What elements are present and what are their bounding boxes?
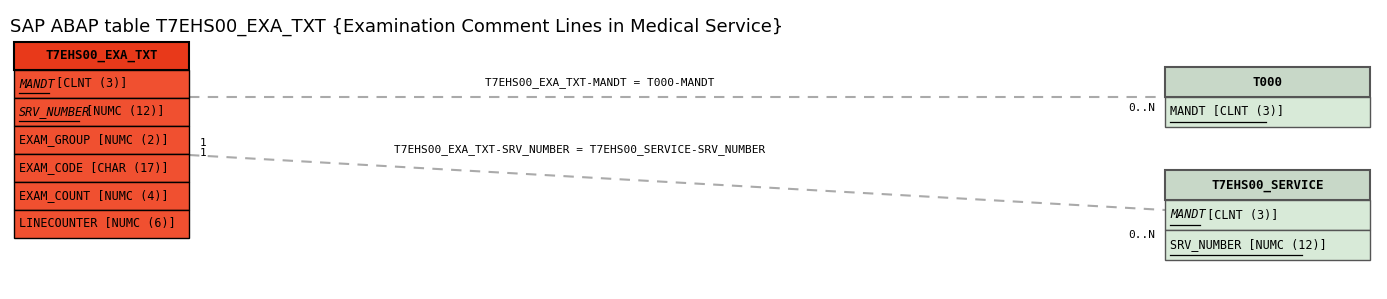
Text: T7EHS00_SERVICE: T7EHS00_SERVICE <box>1211 179 1323 191</box>
Text: 0..N: 0..N <box>1128 103 1155 113</box>
Bar <box>14 210 189 238</box>
Text: SRV_NUMBER: SRV_NUMBER <box>19 106 90 118</box>
Bar <box>14 70 189 98</box>
Text: 0..N: 0..N <box>1128 230 1155 240</box>
Text: EXAM_COUNT [NUMC (4)]: EXAM_COUNT [NUMC (4)] <box>19 190 169 202</box>
Text: MANDT [CLNT (3)]: MANDT [CLNT (3)] <box>1171 106 1284 118</box>
Text: T000: T000 <box>1252 76 1283 89</box>
Text: T7EHS00_EXA_TXT-SRV_NUMBER = T7EHS00_SERVICE-SRV_NUMBER: T7EHS00_EXA_TXT-SRV_NUMBER = T7EHS00_SER… <box>394 144 766 155</box>
Text: SRV_NUMBER [NUMC (12)]: SRV_NUMBER [NUMC (12)] <box>1171 239 1327 251</box>
Text: LINECOUNTER [NUMC (6)]: LINECOUNTER [NUMC (6)] <box>19 217 176 231</box>
Text: [NUMC (12)]: [NUMC (12)] <box>79 106 165 118</box>
Bar <box>14 182 189 210</box>
Bar <box>1165 230 1370 260</box>
Bar <box>14 42 189 70</box>
Bar <box>14 154 189 182</box>
Text: T7EHS00_EXA_TXT-MANDT = T000-MANDT: T7EHS00_EXA_TXT-MANDT = T000-MANDT <box>485 77 714 88</box>
Bar <box>14 98 189 126</box>
Bar <box>1165 97 1370 127</box>
Bar <box>1165 67 1370 97</box>
Text: EXAM_GROUP [NUMC (2)]: EXAM_GROUP [NUMC (2)] <box>19 133 169 147</box>
Bar <box>14 126 189 154</box>
Bar <box>1165 170 1370 200</box>
Text: [CLNT (3)]: [CLNT (3)] <box>49 77 128 91</box>
Text: [CLNT (3)]: [CLNT (3)] <box>1200 208 1279 222</box>
Text: MANDT: MANDT <box>19 77 54 91</box>
Text: EXAM_CODE [CHAR (17)]: EXAM_CODE [CHAR (17)] <box>19 161 169 175</box>
Text: 1
1: 1 1 <box>200 138 207 158</box>
Bar <box>1165 200 1370 230</box>
Text: MANDT: MANDT <box>1171 208 1205 222</box>
Text: T7EHS00_EXA_TXT: T7EHS00_EXA_TXT <box>46 50 158 62</box>
Text: SAP ABAP table T7EHS00_EXA_TXT {Examination Comment Lines in Medical Service}: SAP ABAP table T7EHS00_EXA_TXT {Examinat… <box>10 18 784 36</box>
